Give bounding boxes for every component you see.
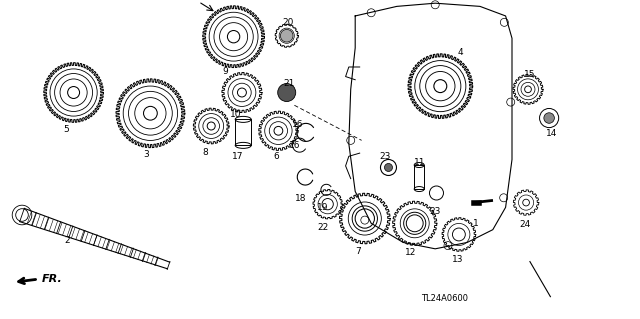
Text: 8: 8 xyxy=(202,148,207,157)
Text: FR.: FR. xyxy=(42,274,62,284)
Text: 1: 1 xyxy=(473,219,478,228)
Text: 21: 21 xyxy=(284,79,295,88)
Text: 13: 13 xyxy=(452,256,463,264)
Text: 10: 10 xyxy=(230,110,241,119)
Text: 16: 16 xyxy=(289,141,300,150)
Text: 20: 20 xyxy=(282,19,294,27)
Text: 3: 3 xyxy=(143,150,148,159)
Text: 7: 7 xyxy=(356,247,361,256)
Text: 11: 11 xyxy=(414,158,426,167)
Text: 16: 16 xyxy=(292,120,303,129)
Text: 6: 6 xyxy=(274,152,279,161)
Text: 24: 24 xyxy=(519,220,531,229)
Text: 18: 18 xyxy=(295,194,307,203)
Text: 17: 17 xyxy=(232,152,244,161)
Text: 23: 23 xyxy=(429,207,441,216)
Text: TL24A0600: TL24A0600 xyxy=(421,294,468,303)
Text: 4: 4 xyxy=(458,48,463,57)
Text: 19: 19 xyxy=(317,204,329,212)
Circle shape xyxy=(385,163,392,172)
Circle shape xyxy=(278,84,296,101)
Text: 5: 5 xyxy=(63,125,68,134)
Bar xyxy=(414,165,424,189)
Text: 12: 12 xyxy=(405,248,417,256)
Text: 14: 14 xyxy=(546,129,557,138)
Circle shape xyxy=(280,29,293,42)
Text: 2: 2 xyxy=(65,236,70,245)
Text: 22: 22 xyxy=(317,223,329,232)
Text: 15: 15 xyxy=(524,70,536,79)
Circle shape xyxy=(544,113,554,123)
Text: 23: 23 xyxy=(380,152,391,161)
Text: 9: 9 xyxy=(223,67,228,76)
Bar xyxy=(236,119,251,145)
